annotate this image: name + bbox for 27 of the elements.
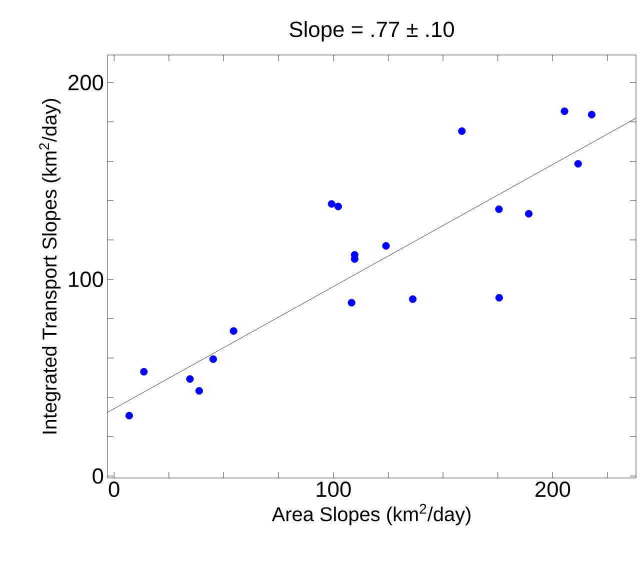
point	[560, 107, 568, 116]
point	[328, 200, 336, 208]
point	[458, 127, 466, 135]
point	[382, 242, 390, 250]
point	[588, 110, 596, 118]
y-axis-title: Integrated Transport Slopes (km$^{2}$/day)	[39, 98, 61, 434]
y-tick-label: 200	[68, 74, 104, 90]
point	[524, 210, 533, 218]
point	[574, 160, 582, 168]
point	[230, 327, 238, 335]
x-tick-label: 200	[536, 482, 570, 498]
point	[195, 387, 203, 395]
y-tick-label: 100	[69, 272, 104, 288]
point	[125, 412, 134, 420]
x-tick-label: 0	[108, 482, 120, 498]
point	[186, 375, 194, 383]
point	[495, 294, 503, 302]
point	[348, 298, 356, 306]
point	[209, 355, 217, 363]
point	[334, 202, 342, 210]
y-tick-label: 0	[92, 468, 104, 484]
x-tick-label: 100	[316, 482, 351, 498]
point	[140, 368, 148, 376]
point	[408, 295, 417, 303]
chart-title: Slope = .77 ± .10	[290, 21, 454, 42]
x-axis-title: Area Slopes (km$^{2}$/day)	[272, 504, 470, 526]
point	[495, 205, 503, 214]
